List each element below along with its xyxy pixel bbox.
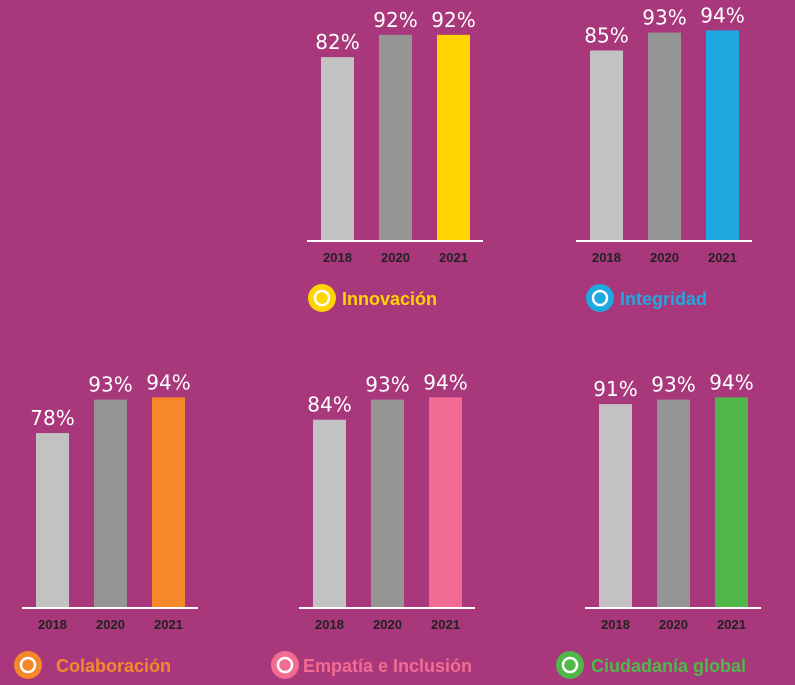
bar [437,34,470,241]
value-label: 94% [423,370,467,394]
value-label: 91% [593,377,637,401]
value-label: 94% [700,3,744,27]
x-tick-label: 2020 [373,617,402,632]
value-label: 93% [88,373,132,397]
value-label: 84% [307,393,351,417]
chart-title: Empatía e Inclusión [303,656,472,676]
value-label: 93% [651,373,695,397]
bar [657,399,690,607]
x-tick-label: 2018 [601,617,630,632]
value-label: 78% [30,406,74,430]
bar [152,397,185,607]
icon-detail [313,289,331,307]
value-label: 82% [315,30,359,54]
chart-title: Ciudadanía global [591,656,746,676]
bar [371,399,404,607]
icon-detail [276,656,294,674]
x-tick-label: 2020 [659,617,688,632]
x-tick-label: 2021 [154,617,183,632]
value-label: 93% [642,6,686,30]
icon [271,651,299,679]
value-label: 94% [709,370,753,394]
bar [36,433,69,607]
value-label: 85% [584,23,628,47]
icon [14,651,42,679]
icon [308,284,336,312]
chart-title: Colaboración [56,656,171,676]
icon-detail [19,656,37,674]
bar [590,50,623,241]
chart-title: Innovación [342,289,437,309]
bar [599,404,632,607]
x-tick-label: 2018 [323,250,352,265]
bar [429,397,462,607]
icon [586,284,614,312]
bar [313,419,346,607]
bar [321,57,354,240]
chart-title: Integridad [620,289,707,309]
bar [648,32,681,240]
x-tick-label: 2021 [431,617,460,632]
value-label: 92% [373,8,417,32]
x-tick-label: 2021 [717,617,746,632]
icon-detail [561,656,579,674]
bar [94,399,127,607]
icon-detail [591,289,609,307]
bar [706,30,739,240]
x-tick-label: 2021 [439,250,468,265]
value-label: 92% [431,8,475,32]
value-label: 93% [365,373,409,397]
bar [379,34,412,241]
x-tick-label: 2020 [381,250,410,265]
x-tick-label: 2018 [592,250,621,265]
x-tick-label: 2021 [708,250,737,265]
x-tick-label: 2018 [38,617,67,632]
icon [556,651,584,679]
x-tick-label: 2020 [96,617,125,632]
x-tick-label: 2020 [650,250,679,265]
x-tick-label: 2018 [315,617,344,632]
bar [715,397,748,607]
value-label: 94% [146,370,190,394]
